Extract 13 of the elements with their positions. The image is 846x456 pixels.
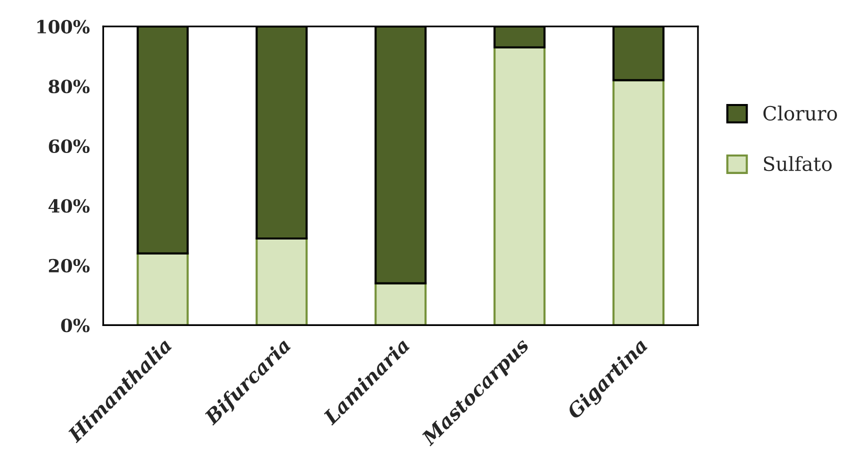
y-tick-label: 40% [48, 199, 90, 213]
legend-label: Sulfato [764, 156, 832, 172]
y-tick-label: 0% [61, 318, 90, 332]
y-tick-label: 60% [48, 139, 90, 154]
bar [374, 282, 427, 326]
legend-label: Cloruro [763, 106, 837, 121]
bar [136, 252, 189, 326]
bar [494, 46, 546, 326]
bar [256, 237, 308, 326]
y-tick-label: 80% [48, 80, 90, 94]
y-tick-label: 20% [48, 258, 90, 273]
bar [612, 79, 664, 326]
y-tick-label: 100% [37, 20, 90, 34]
